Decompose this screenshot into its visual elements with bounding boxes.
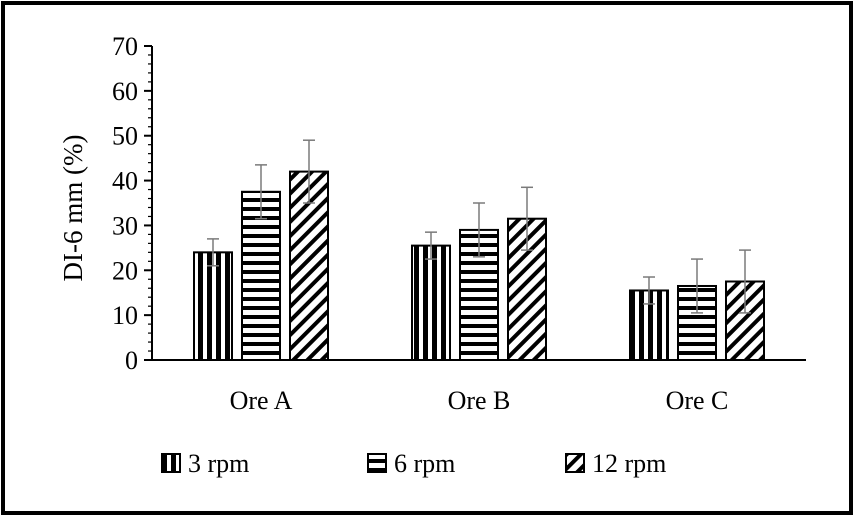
y-axis-title: DI-6 mm (%) <box>58 135 88 282</box>
y-tick-label: 0 <box>125 346 138 375</box>
bar-3-rpm-Ore-A <box>193 251 233 361</box>
y-tick-label: 50 <box>112 122 138 151</box>
y-tick-label: 30 <box>112 211 138 240</box>
legend-swatch <box>565 453 585 473</box>
y-tick-label: 40 <box>112 167 138 196</box>
bar-3-rpm-Ore-B <box>411 244 451 361</box>
legend: 3 rpm 6 rpm 12 rpm <box>161 449 666 478</box>
legend-label: 6 rpm <box>394 449 455 478</box>
plot-area: 0 10 20 30 40 50 60 70 Ore A Ore B Ore C <box>112 32 806 415</box>
y-tick-label: 20 <box>112 256 138 285</box>
x-tick-label: Ore B <box>448 386 511 415</box>
y-tick-label: 10 <box>112 301 138 330</box>
legend-swatch <box>367 453 387 473</box>
legend-label: 12 rpm <box>592 449 666 478</box>
bar-6-rpm-Ore-A <box>241 190 281 361</box>
legend-swatch <box>161 453 181 473</box>
x-tick-label: Ore C <box>666 386 729 415</box>
y-tick-label: 70 <box>112 32 138 61</box>
x-tick-label: Ore A <box>230 386 293 415</box>
y-tick-label: 60 <box>112 77 138 106</box>
legend-label: 3 rpm <box>188 449 249 478</box>
